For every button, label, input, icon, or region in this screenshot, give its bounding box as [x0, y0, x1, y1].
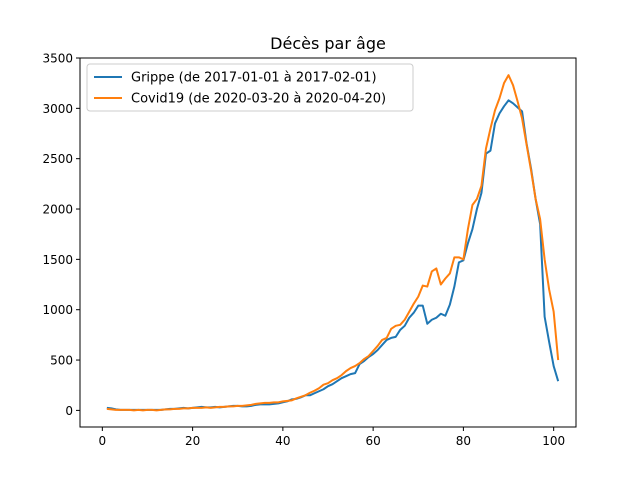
- y-tick-label: 2000: [42, 203, 73, 217]
- series-line-covid19: [106, 74, 560, 412]
- legend-label: Grippe (de 2017-01-01 à 2017-02-01): [131, 71, 377, 86]
- y-tick-label: 500: [50, 354, 73, 368]
- x-axis: 0 20 40 60 80 100: [99, 427, 565, 448]
- legend-label: Covid19 (de 2020-03-20 à 2020-04-20): [131, 92, 386, 107]
- x-tick-label: 100: [542, 434, 565, 448]
- x-tick-label: 0: [99, 434, 107, 448]
- y-tick-label: 3500: [42, 52, 73, 66]
- y-tick-label: 2500: [42, 152, 73, 166]
- y-tick-label: 0: [65, 404, 73, 418]
- y-tick-label: 1500: [42, 253, 73, 267]
- y-axis: 0 500 1000 1500 2000 2500 3000 3500: [42, 52, 80, 418]
- series-layer: [106, 74, 560, 412]
- legend-box: [86, 63, 414, 112]
- axes-frame: [79, 57, 577, 428]
- x-tick-label: 20: [185, 434, 200, 448]
- y-tick-label: 1000: [42, 303, 73, 317]
- y-tick-label: 3000: [42, 102, 73, 116]
- chart-title: Décès par âge: [270, 34, 386, 53]
- x-tick-label: 60: [365, 434, 380, 448]
- x-tick-label: 80: [456, 434, 471, 448]
- legend: Grippe (de 2017-01-01 à 2017-02-01) Covid…: [86, 63, 414, 112]
- x-tick-label: 40: [275, 434, 290, 448]
